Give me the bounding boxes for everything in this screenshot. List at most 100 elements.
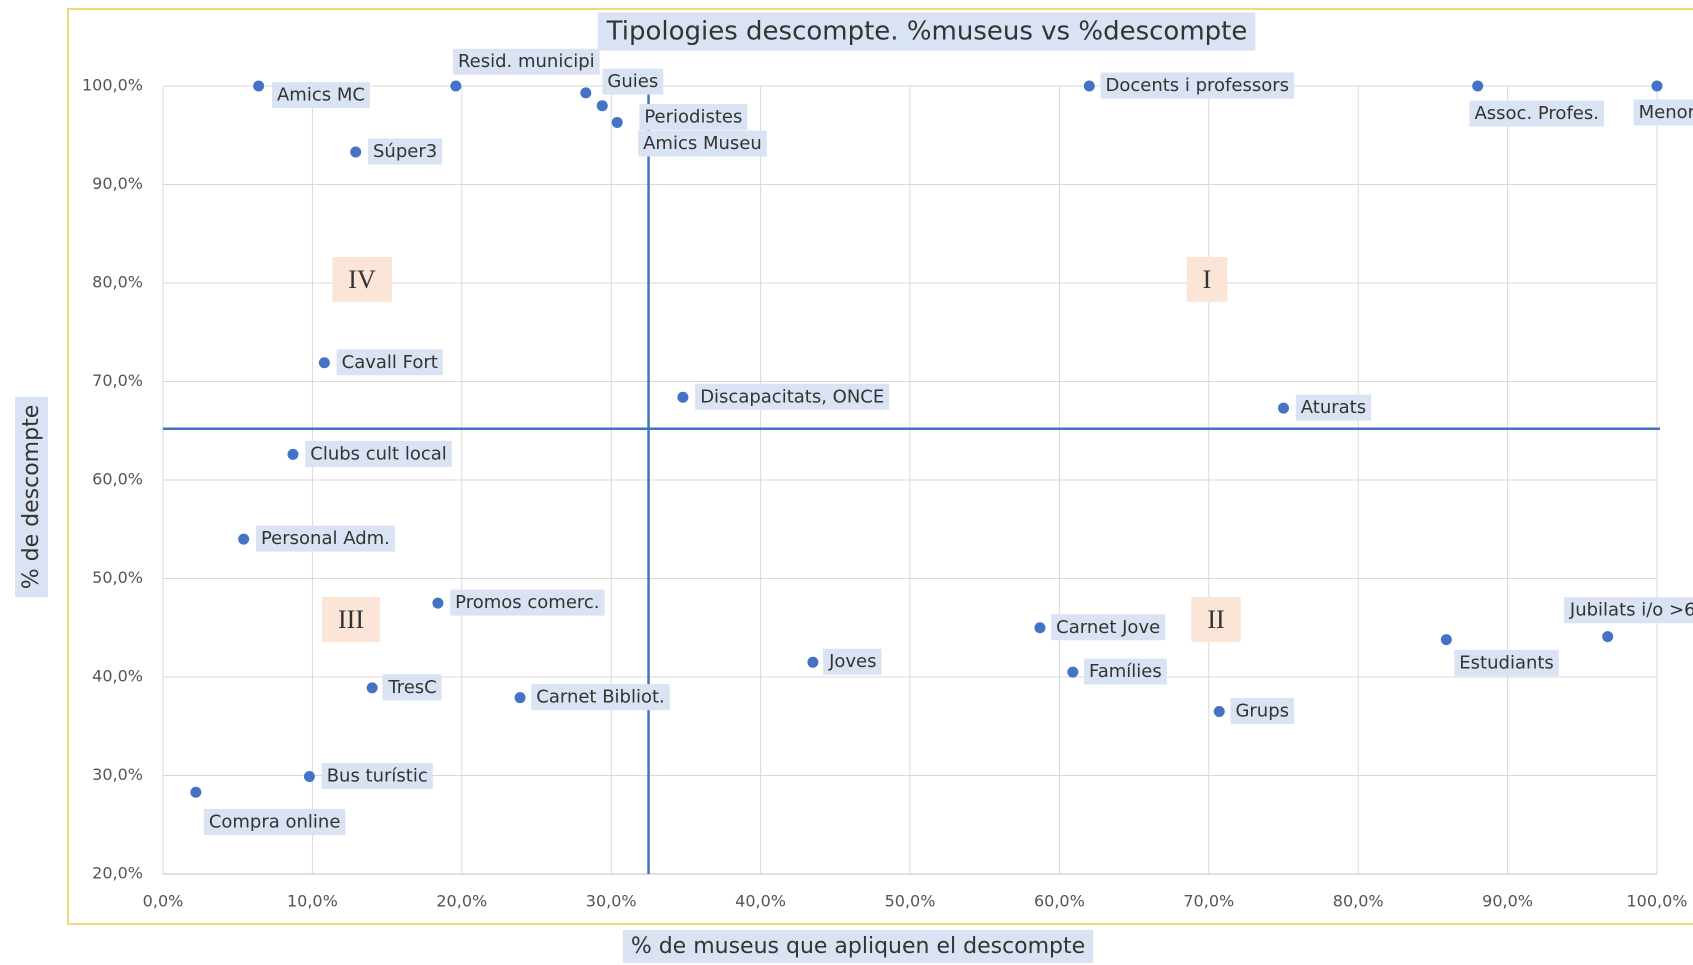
point-label-box bbox=[823, 648, 882, 675]
y-tick-label: 50,0% bbox=[92, 568, 143, 587]
point-label-box bbox=[1563, 597, 1693, 624]
x-tick-label: 40,0% bbox=[735, 892, 786, 911]
point-label: Personal Adm. bbox=[261, 528, 390, 549]
quadrant-label-group: I bbox=[1186, 256, 1228, 302]
point-label-box bbox=[1633, 99, 1693, 126]
point-label: Grups bbox=[1235, 700, 1289, 721]
chart-title-box bbox=[597, 12, 1256, 51]
point-label: Amics MC bbox=[277, 85, 365, 106]
point-label-box bbox=[602, 68, 664, 95]
quadrant-label: II bbox=[1207, 605, 1224, 634]
point-label-box bbox=[639, 104, 748, 131]
point-label: Joves bbox=[828, 651, 876, 672]
y-axis-title: % de descompte bbox=[19, 405, 44, 589]
point-label: Cavall Fort bbox=[342, 352, 438, 373]
point-label-group: Docents i professors bbox=[1100, 72, 1295, 99]
point-label-box bbox=[255, 525, 395, 552]
point bbox=[303, 770, 315, 782]
point-label: Resid. municipi bbox=[458, 51, 595, 72]
point bbox=[677, 391, 689, 403]
point-label: Clubs cult local bbox=[310, 443, 447, 464]
point-label-box bbox=[1051, 614, 1166, 641]
point-label-box bbox=[336, 349, 443, 376]
point-label-box bbox=[1295, 394, 1372, 421]
point-label-group: TresC bbox=[382, 674, 442, 701]
point-label-group: Famílies bbox=[1084, 658, 1167, 685]
x-tick-label: 30,0% bbox=[586, 892, 637, 911]
quadrant-label-group: IV bbox=[332, 256, 392, 302]
point-label: Súper3 bbox=[373, 141, 437, 162]
point bbox=[1083, 80, 1095, 92]
point bbox=[350, 146, 362, 158]
x-tick-label: 50,0% bbox=[885, 892, 936, 911]
x-axis-title: % de museus que apliquen el descompte bbox=[631, 934, 1085, 959]
point-label-group: Promos comerc. bbox=[450, 589, 605, 616]
point-label: Carnet Bibliot. bbox=[536, 687, 665, 708]
point bbox=[611, 116, 623, 128]
chart-title-group: Tipologies descompte. %museus vs %descom… bbox=[597, 12, 1256, 51]
quadrant-label: IV bbox=[348, 265, 376, 294]
point-label: Carnet Jove bbox=[1056, 617, 1160, 638]
quadrant-label: I bbox=[1203, 265, 1212, 294]
point bbox=[1213, 705, 1225, 717]
point bbox=[238, 533, 250, 545]
point-label-box bbox=[203, 808, 346, 835]
x-tick-label: 80,0% bbox=[1333, 892, 1384, 911]
point bbox=[1602, 631, 1614, 643]
y-tick-label: 60,0% bbox=[92, 470, 143, 489]
point-label: Bus turístic bbox=[327, 765, 428, 786]
point-label-box bbox=[452, 48, 600, 75]
point bbox=[1034, 622, 1046, 634]
point-label-group: Periodistes bbox=[639, 104, 748, 131]
point-label-box bbox=[638, 130, 767, 157]
point bbox=[190, 786, 202, 798]
y-tick-label: 70,0% bbox=[92, 371, 143, 390]
point-label-box bbox=[321, 762, 433, 789]
point-label-group: Cavall Fort bbox=[336, 349, 443, 376]
point-label: Estudiants bbox=[1459, 652, 1554, 673]
point-label-group: Jubilats i/o >65 bbox=[1563, 597, 1693, 624]
point-label-group: Resid. municipi bbox=[452, 48, 600, 75]
point-label-group: Menors bbox=[1633, 99, 1693, 126]
y-tick-label: 90,0% bbox=[92, 174, 143, 193]
point-label-group: Personal Adm. bbox=[255, 525, 395, 552]
quadrant-label: III bbox=[338, 605, 364, 634]
x-axis-title-group: % de museus que apliquen el descompte bbox=[622, 930, 1094, 963]
point-label-box bbox=[271, 82, 370, 109]
y-tick-label: 30,0% bbox=[92, 765, 143, 784]
quadrant-label-box bbox=[322, 596, 380, 642]
point bbox=[253, 80, 265, 92]
point-label-group: Amics MC bbox=[271, 82, 370, 109]
point-label: Docents i professors bbox=[1105, 75, 1289, 96]
point bbox=[318, 357, 330, 369]
point bbox=[807, 656, 819, 668]
point-label-group: Clubs cult local bbox=[305, 440, 452, 467]
point-label-group: Carnet Jove bbox=[1051, 614, 1166, 641]
point-label-group: Grups bbox=[1230, 697, 1295, 724]
point-label: Famílies bbox=[1089, 661, 1162, 682]
point-label-box bbox=[450, 589, 605, 616]
quadrant-label-box bbox=[1191, 596, 1241, 642]
point-label: Assoc. Profes. bbox=[1474, 103, 1599, 124]
point-label-group: Assoc. Profes. bbox=[1469, 100, 1604, 127]
point-label-box bbox=[382, 674, 442, 701]
point-label: Menors bbox=[1639, 102, 1693, 123]
point-label: Periodistes bbox=[644, 107, 742, 128]
chart-title: Tipologies descompte. %museus vs %descom… bbox=[606, 17, 1248, 47]
x-tick-label: 90,0% bbox=[1482, 892, 1533, 911]
point bbox=[1472, 80, 1484, 92]
y-tick-label: 20,0% bbox=[92, 864, 143, 883]
point-label-box bbox=[368, 138, 443, 165]
x-tick-label: 70,0% bbox=[1183, 892, 1234, 911]
point-label-box bbox=[1100, 72, 1295, 99]
x-axis-title-box bbox=[622, 930, 1094, 963]
point bbox=[1440, 634, 1452, 646]
point-label-group: Bus turístic bbox=[321, 762, 433, 789]
point-label: Promos comerc. bbox=[455, 592, 599, 613]
point-label: Aturats bbox=[1301, 397, 1366, 418]
point bbox=[1278, 402, 1289, 414]
point bbox=[432, 597, 444, 609]
point bbox=[366, 682, 378, 694]
point-label-group: Amics Museu bbox=[638, 130, 767, 157]
point-label-group: Súper3 bbox=[368, 138, 443, 165]
